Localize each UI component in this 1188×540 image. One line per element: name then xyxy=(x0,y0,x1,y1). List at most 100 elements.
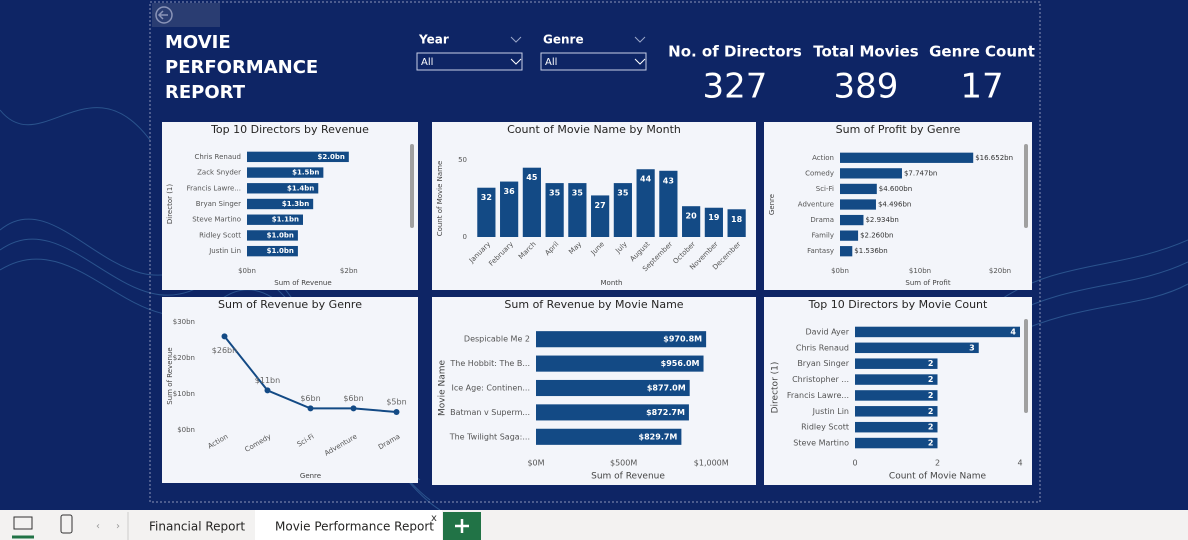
bar xyxy=(613,183,632,237)
data-label: 2 xyxy=(928,407,934,416)
filter-chevron xyxy=(510,36,522,43)
prev-arrow[interactable]: ‹ xyxy=(96,521,100,532)
x-tick-label: $20bn xyxy=(989,267,1011,275)
y-tick-label: Batman v Superm... xyxy=(450,408,530,417)
y-tick-label: Ridley Scott xyxy=(199,231,241,239)
data-label: $829.7M xyxy=(639,432,678,441)
x-tick-label: $500M xyxy=(610,459,637,468)
y-tick-label: Drama xyxy=(810,216,834,224)
data-label: $11bn xyxy=(255,376,280,385)
plus-icon xyxy=(455,519,469,533)
data-label: 45 xyxy=(526,173,538,182)
bar xyxy=(855,390,938,401)
chart-panel: Sum of Profit by Genre Sum of Profit Genre… xyxy=(764,122,1032,290)
bar xyxy=(500,181,519,237)
y-tick-label: Fantasy xyxy=(807,247,834,255)
mobile-icon[interactable] xyxy=(60,514,73,534)
x-tick-label: $0bn xyxy=(831,267,849,275)
bar xyxy=(247,183,319,194)
y-tick-label: $30bn xyxy=(173,318,195,326)
y-tick-label: Justin Lin xyxy=(812,407,849,416)
bar xyxy=(568,183,587,237)
x-tick-label: $0M xyxy=(527,459,544,468)
x-axis-title: Count of Movie Name xyxy=(889,472,987,482)
bar xyxy=(855,437,938,449)
data-label: 35 xyxy=(549,189,561,198)
bar xyxy=(536,331,707,348)
chart-title: Top 10 Directors by Revenue xyxy=(210,123,369,136)
data-label: $4.600bn xyxy=(879,185,912,193)
data-label: 27 xyxy=(595,201,606,210)
x-axis-title: Sum of Profit xyxy=(905,279,950,287)
point xyxy=(350,405,357,412)
page-tab[interactable]: Financial Report xyxy=(149,520,245,534)
dropdown-chevron xyxy=(510,58,522,65)
y-tick-label: Steve Martino xyxy=(192,216,241,224)
chart-panel: Sum of Revenue by Movie Name Sum of Reven… xyxy=(432,297,756,485)
y-tick-label: Ridley Scott xyxy=(801,423,849,432)
y-tick-label: Chris Renaud xyxy=(195,153,241,161)
data-label: $2.934bn xyxy=(865,216,898,224)
point xyxy=(307,405,314,412)
bar xyxy=(840,152,974,163)
data-label: 36 xyxy=(504,187,516,196)
y-tick-label: $10bn xyxy=(173,390,195,398)
data-label: $877.0M xyxy=(647,384,686,393)
bar xyxy=(247,198,314,210)
data-label: 2 xyxy=(928,359,934,368)
y-tick-label: Francis Lawre... xyxy=(187,184,241,192)
tab-bar xyxy=(0,510,1188,540)
data-label: 35 xyxy=(572,189,584,198)
bar xyxy=(477,187,496,237)
y-tick-label: Chris Renaud xyxy=(796,343,849,352)
bar xyxy=(840,168,902,179)
point xyxy=(264,387,271,394)
bar xyxy=(591,195,610,237)
y-tick-label: Ice Age: Continen... xyxy=(451,384,530,393)
scrollbar xyxy=(1024,144,1028,228)
data-label: $6bn xyxy=(300,394,320,403)
kpi-value: 17 xyxy=(960,67,1003,107)
y-tick-label: Adventure xyxy=(798,201,834,209)
data-label: 32 xyxy=(481,193,492,202)
data-label: $1.0bn xyxy=(267,231,294,239)
y-tick-label: Comedy xyxy=(805,169,834,177)
filter-label: Year xyxy=(418,33,449,47)
y-tick-label: Francis Lawre... xyxy=(787,391,849,400)
filter-dropdown[interactable] xyxy=(540,52,647,71)
filter-value: All xyxy=(545,57,557,68)
chart-title: Sum of Revenue by Movie Name xyxy=(504,298,683,311)
y-tick-label: The Hobbit: The B... xyxy=(449,359,530,368)
y-tick-label: David Ayer xyxy=(805,327,849,336)
data-label: 18 xyxy=(731,215,743,224)
desktop-icon[interactable] xyxy=(13,516,33,530)
bar xyxy=(536,355,704,372)
chart-panel: Sum of Revenue by Genre Genre Sum of Reven… xyxy=(162,297,418,483)
data-label: 2 xyxy=(928,423,934,432)
bar xyxy=(855,421,938,433)
y-tick-label: Sci-Fi xyxy=(816,185,834,193)
bar xyxy=(840,214,864,226)
filter-value: All xyxy=(421,57,433,68)
bar xyxy=(536,428,682,445)
y-tick-label: Zack Snyder xyxy=(197,169,241,177)
canvas-border xyxy=(149,1,1041,503)
scrollbar xyxy=(410,144,414,228)
y-tick-label: Family xyxy=(811,232,834,240)
bar xyxy=(855,358,938,369)
filter-dropdown[interactable] xyxy=(416,52,523,71)
filter-label: Genre xyxy=(543,33,584,47)
dropdown-chevron xyxy=(634,58,646,65)
close-tab[interactable]: x xyxy=(431,513,437,524)
bar xyxy=(704,207,723,237)
bar xyxy=(545,183,564,237)
data-label: 4 xyxy=(1010,327,1016,336)
page-tab[interactable]: Movie Performance Report xyxy=(275,520,434,534)
panel-bg xyxy=(764,122,1032,290)
bar xyxy=(840,246,853,257)
next-arrow[interactable]: › xyxy=(116,521,120,532)
data-label: $26bn xyxy=(212,346,237,355)
y-tick-label: Despicable Me 2 xyxy=(464,335,530,344)
